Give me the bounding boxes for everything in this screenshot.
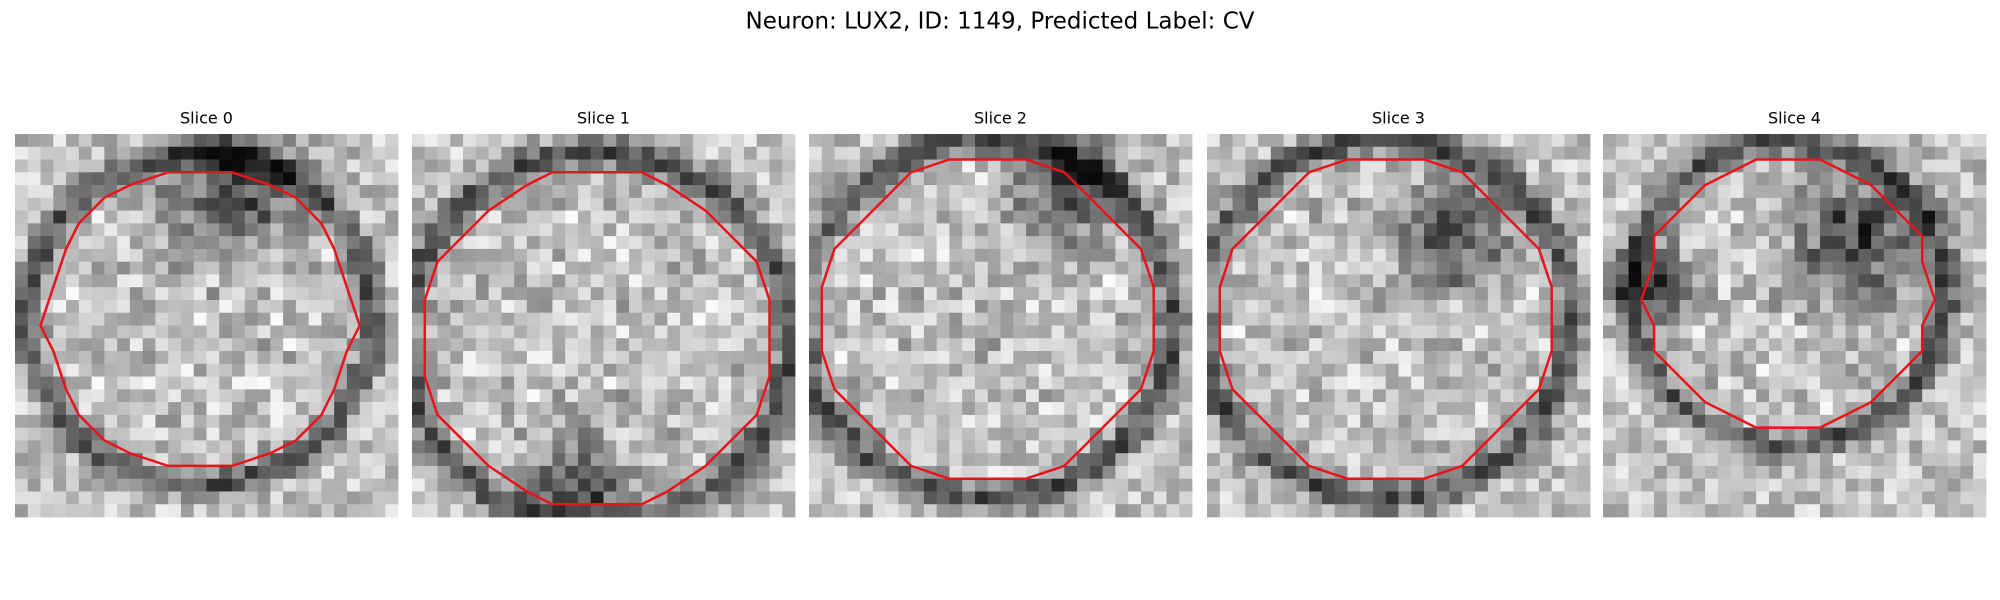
slice-image	[1603, 134, 1987, 518]
slice-title: Slice 0	[180, 109, 233, 128]
segmentation-contour	[1218, 158, 1553, 480]
slice-title: Slice 1	[577, 109, 630, 128]
slice-image	[412, 134, 796, 518]
slice-image	[1207, 134, 1591, 518]
slice-image	[809, 134, 1193, 518]
slice-panel: Slice 0	[15, 109, 399, 518]
slice-title: Slice 3	[1372, 109, 1425, 128]
segmentation-contour	[1639, 158, 1937, 429]
slice-panel: Slice 4	[1603, 109, 1987, 518]
segmentation-contour	[423, 171, 771, 506]
slice-title: Slice 2	[974, 109, 1027, 128]
slice-image	[15, 134, 399, 518]
slice-title: Slice 4	[1768, 109, 1821, 128]
segmentation-contour	[39, 171, 362, 468]
slice-panel: Slice 2	[809, 109, 1193, 518]
segmentation-contour	[820, 158, 1155, 480]
figure-title: Neuron: LUX2, ID: 1149, Predicted Label:…	[746, 9, 1255, 35]
slice-panel: Slice 3	[1207, 109, 1591, 518]
slice-panel: Slice 1	[412, 109, 796, 518]
